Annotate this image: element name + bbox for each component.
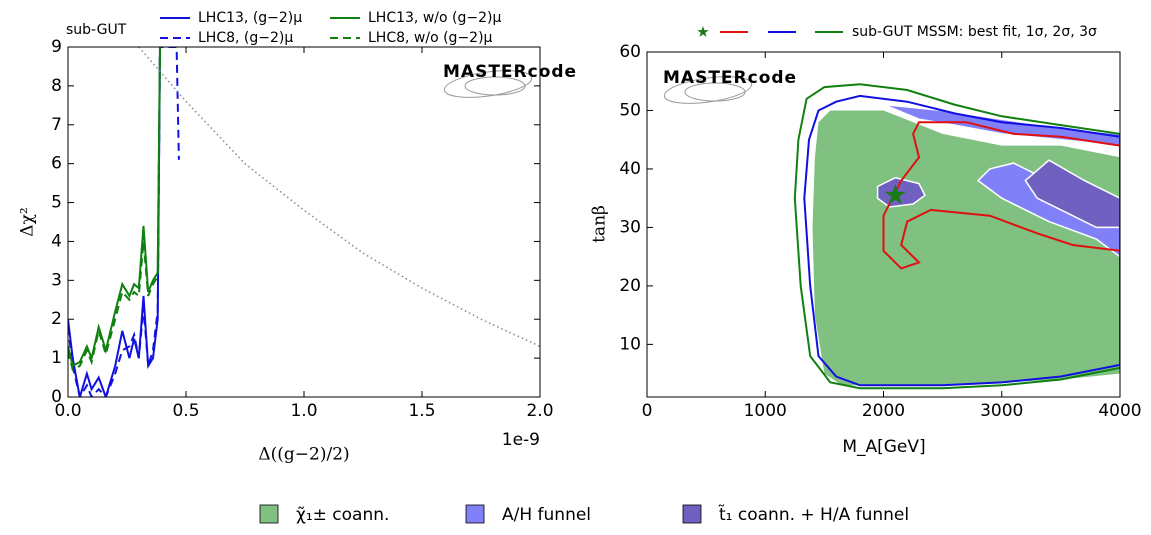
series-line [68,47,180,397]
contour-line [803,94,1120,387]
x-tick-label: 1000 [744,401,787,421]
x-tick-label: 2000 [862,401,905,421]
y-tick-label: 1 [51,348,62,368]
legend-swatch [697,26,709,37]
y-tick-label: 5 [51,193,62,213]
x-axis-label: M_A[GeV] [842,437,925,457]
logo-ring [464,76,526,96]
series-line [68,47,161,368]
legend-label: LHC8, w/o (g−2)μ [368,30,493,46]
y-tick-label: 4 [51,231,62,251]
x-tick-label: 2.0 [526,401,553,421]
y-axis-label: Δχ² [18,207,38,236]
y-tick-label: 30 [619,217,641,237]
legend-swatch [465,504,485,524]
x-tick-label: 1.5 [408,401,435,421]
y-tick-label: 40 [619,159,641,179]
y-tick-label: 10 [619,334,641,354]
y-tick-label: 6 [51,154,62,174]
legend-label: χ̃₁± coann. [296,505,389,525]
legend-label: LHC8, (g−2)μ [198,30,293,46]
region [812,110,1120,386]
x-tick-label: 1.0 [290,401,317,421]
y-tick-label: 20 [619,276,641,296]
y-tick-label: 0 [51,387,62,407]
x-tick-label: 0.0 [54,401,81,421]
axes-frame [646,51,1121,398]
contour-line [793,83,1120,390]
logo: MASTERcode [443,62,577,82]
plot-area [793,83,1120,390]
annotation: sub-GUT [66,22,127,38]
legend-label: sub-GUT MSSM: best fit, 1σ, 2σ, 3σ [852,24,1097,40]
y-tick-label: 9 [51,37,62,57]
y-tick-label: 2 [51,309,62,329]
x-tick-label: 4000 [1098,401,1141,421]
best-fit [884,184,906,205]
region [976,162,1120,258]
legend-swatch [682,504,702,524]
y-tick-label: 50 [619,100,641,120]
y-tick-label: 3 [51,270,62,290]
series-line [68,47,161,372]
logo-ring [663,76,753,104]
x-offset-label: 1e-9 [502,430,540,450]
legend-label: A/H funnel [502,505,591,525]
legend-label: t̃₁ coann. + H/A funnel [719,504,910,525]
contour-line [882,121,1120,270]
series-line [68,47,161,397]
x-axis-label: Δ((g−2)/2) [258,445,349,465]
y-tick-label: 7 [51,115,62,135]
axes-frame [67,46,541,398]
x-tick-label: 3000 [980,401,1023,421]
legend-label: LHC13, w/o (g−2)μ [368,10,501,26]
series-line [138,47,540,348]
y-tick-label: 8 [51,76,62,96]
x-tick-label: 0 [642,401,653,421]
y-axis-label: tanβ [590,205,610,243]
legend-swatch [259,504,279,524]
region [1024,159,1120,229]
legend-label: LHC13, (g−2)μ [198,10,302,26]
y-tick-label: 60 [619,42,641,62]
logo-ring [684,82,746,102]
x-tick-label: 0.5 [172,401,199,421]
plot-area [68,47,540,397]
logo-ring [443,70,533,98]
logo: MASTERcode [663,68,797,88]
